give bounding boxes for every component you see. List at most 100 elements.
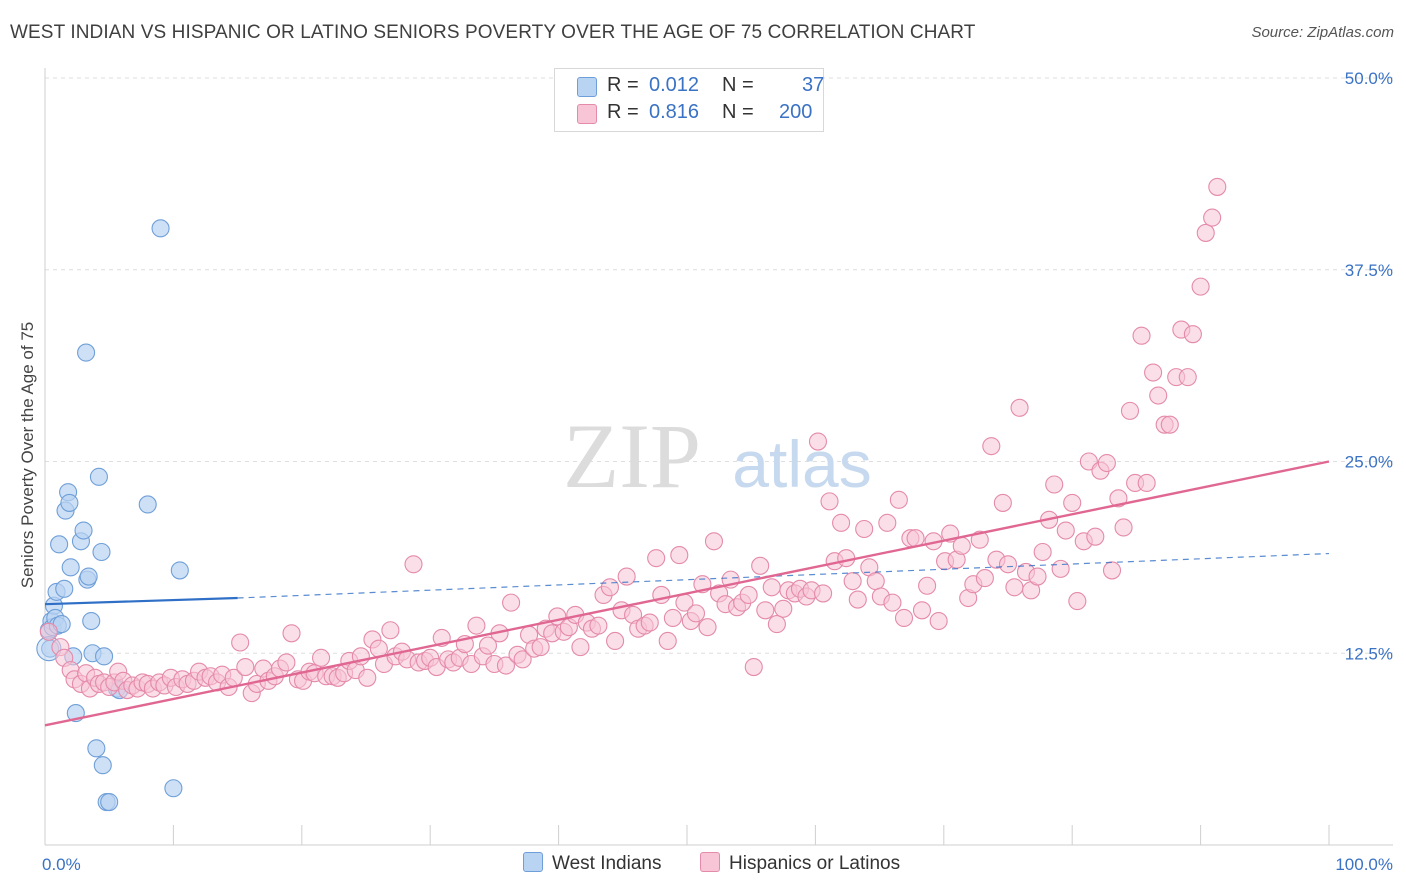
point-hispanics-142 — [848, 590, 867, 609]
legend-item-west-indians[interactable]: West Indians — [523, 852, 661, 875]
point-hispanics-149 — [889, 490, 908, 509]
point-west-indians-35 — [164, 779, 183, 798]
point-hispanics-191 — [1132, 326, 1151, 345]
watermark-zip: ZIP — [563, 405, 701, 507]
point-hispanics-76 — [467, 616, 486, 635]
point-hispanics-170 — [1010, 398, 1029, 417]
x-tick-label-1: 100.0% — [1335, 855, 1393, 874]
point-hispanics-148 — [883, 593, 902, 612]
point-hispanics-100 — [606, 631, 625, 651]
point-hispanics-81 — [496, 656, 516, 675]
point-hispanics-203 — [1203, 208, 1222, 227]
point-hispanics-127 — [762, 578, 781, 597]
legend-item-hispanics-or-latinos[interactable]: Hispanics or Latinos — [700, 852, 900, 875]
point-hispanics-97 — [589, 616, 608, 635]
point-hispanics-129 — [774, 599, 793, 618]
point-hispanics-174 — [1033, 542, 1052, 562]
axes — [44, 68, 1393, 846]
point-hispanics-124 — [744, 658, 763, 677]
point-hispanics-139 — [832, 513, 851, 532]
point-west-indians-20 — [79, 567, 98, 586]
point-hispanics-35 — [231, 633, 250, 652]
point-hispanics-193 — [1144, 363, 1163, 382]
point-hispanics-154 — [918, 576, 937, 595]
point-hispanics-164 — [975, 569, 994, 588]
point-west-indians-33 — [138, 495, 157, 514]
point-hispanics-153 — [912, 601, 932, 620]
trend-west-indians — [44, 596, 238, 606]
correlation-legend: R = 0.012 N = 37 R = 0.816 N = 200 — [554, 68, 824, 132]
point-west-indians-21 — [77, 343, 96, 362]
point-west-indians-10 — [55, 579, 74, 598]
point-west-indians-25 — [89, 467, 108, 486]
legend-swatch-pink — [577, 104, 597, 124]
point-hispanics-135 — [808, 432, 828, 451]
y-tick-label-0: 12.5% — [1345, 644, 1393, 663]
y-tick-label-3: 50.0% — [1345, 69, 1393, 88]
point-hispanics-99 — [600, 578, 620, 597]
point-hispanics-136 — [814, 584, 833, 603]
point-hispanics-106 — [640, 613, 659, 632]
point-hispanics-160 — [952, 536, 971, 555]
n-value: 37 — [802, 74, 825, 96]
point-hispanics-150 — [894, 608, 914, 628]
point-hispanics-201 — [1191, 277, 1210, 296]
point-hispanics-128 — [767, 615, 786, 634]
point-hispanics-94 — [571, 638, 590, 657]
point-hispanics-147 — [878, 513, 897, 532]
y-tick-label-1: 25.0% — [1345, 453, 1393, 472]
point-hispanics-107 — [647, 549, 666, 568]
point-hispanics-111 — [670, 546, 689, 565]
point-hispanics-137 — [820, 492, 839, 511]
point-hispanics-36 — [236, 658, 255, 677]
legend-swatch-pink — [700, 852, 720, 872]
legend-swatch-blue — [577, 77, 597, 97]
point-hispanics-176 — [1045, 475, 1064, 494]
point-hispanics-185 — [1097, 453, 1116, 473]
point-hispanics-165 — [982, 437, 1001, 456]
r-value: 0.816 — [649, 101, 700, 123]
point-west-indians-26 — [92, 542, 111, 562]
point-hispanics-167 — [993, 493, 1012, 512]
point-west-indians-13 — [60, 493, 79, 512]
chart-title: WEST INDIAN VS HISPANIC OR LATINO SENIOR… — [10, 22, 976, 43]
source-label: Source: ZipAtlas.com — [1251, 24, 1394, 41]
point-west-indians-36 — [170, 561, 189, 580]
point-hispanics-117 — [704, 532, 724, 551]
point-hispanics-102 — [617, 567, 636, 586]
point-west-indians-14 — [61, 558, 80, 577]
point-hispanics-188 — [1114, 518, 1133, 537]
r-value: 0.012 — [649, 74, 700, 96]
y-axis-label: Seniors Poverty Over the Age of 75 — [18, 322, 37, 588]
legend-label: West Indians — [552, 853, 662, 874]
point-hispanics-183 — [1086, 527, 1105, 546]
point-hispanics-114 — [686, 604, 706, 623]
point-hispanics-180 — [1068, 592, 1087, 611]
grid-lines — [45, 77, 1393, 654]
point-hispanics-123 — [739, 585, 758, 605]
point-hispanics-143 — [855, 519, 874, 539]
point-hispanics-168 — [998, 555, 1018, 574]
point-hispanics-199 — [1178, 368, 1197, 387]
point-hispanics-87 — [531, 638, 550, 657]
point-hispanics-65 — [404, 555, 423, 574]
point-hispanics-177 — [1051, 559, 1070, 578]
n-value: 200 — [779, 101, 813, 123]
point-hispanics-169 — [1005, 578, 1024, 597]
point-hispanics-57 — [358, 668, 377, 687]
n-label: N = — [722, 74, 754, 96]
trend-hispanics — [44, 460, 1330, 727]
point-west-indians-27 — [93, 756, 112, 775]
point-hispanics-140 — [837, 549, 856, 568]
legend-label: Hispanics or Latinos — [729, 853, 901, 874]
point-hispanics-202 — [1196, 223, 1215, 242]
point-west-indians-28 — [95, 647, 114, 666]
point-west-indians-30 — [100, 792, 119, 812]
point-hispanics-200 — [1183, 325, 1202, 344]
point-hispanics-82 — [502, 593, 521, 612]
point-hispanics-61 — [381, 621, 400, 640]
watermark: ZIP atlas — [563, 405, 872, 507]
point-west-indians-18 — [74, 521, 93, 540]
point-hispanics-141 — [843, 572, 862, 591]
